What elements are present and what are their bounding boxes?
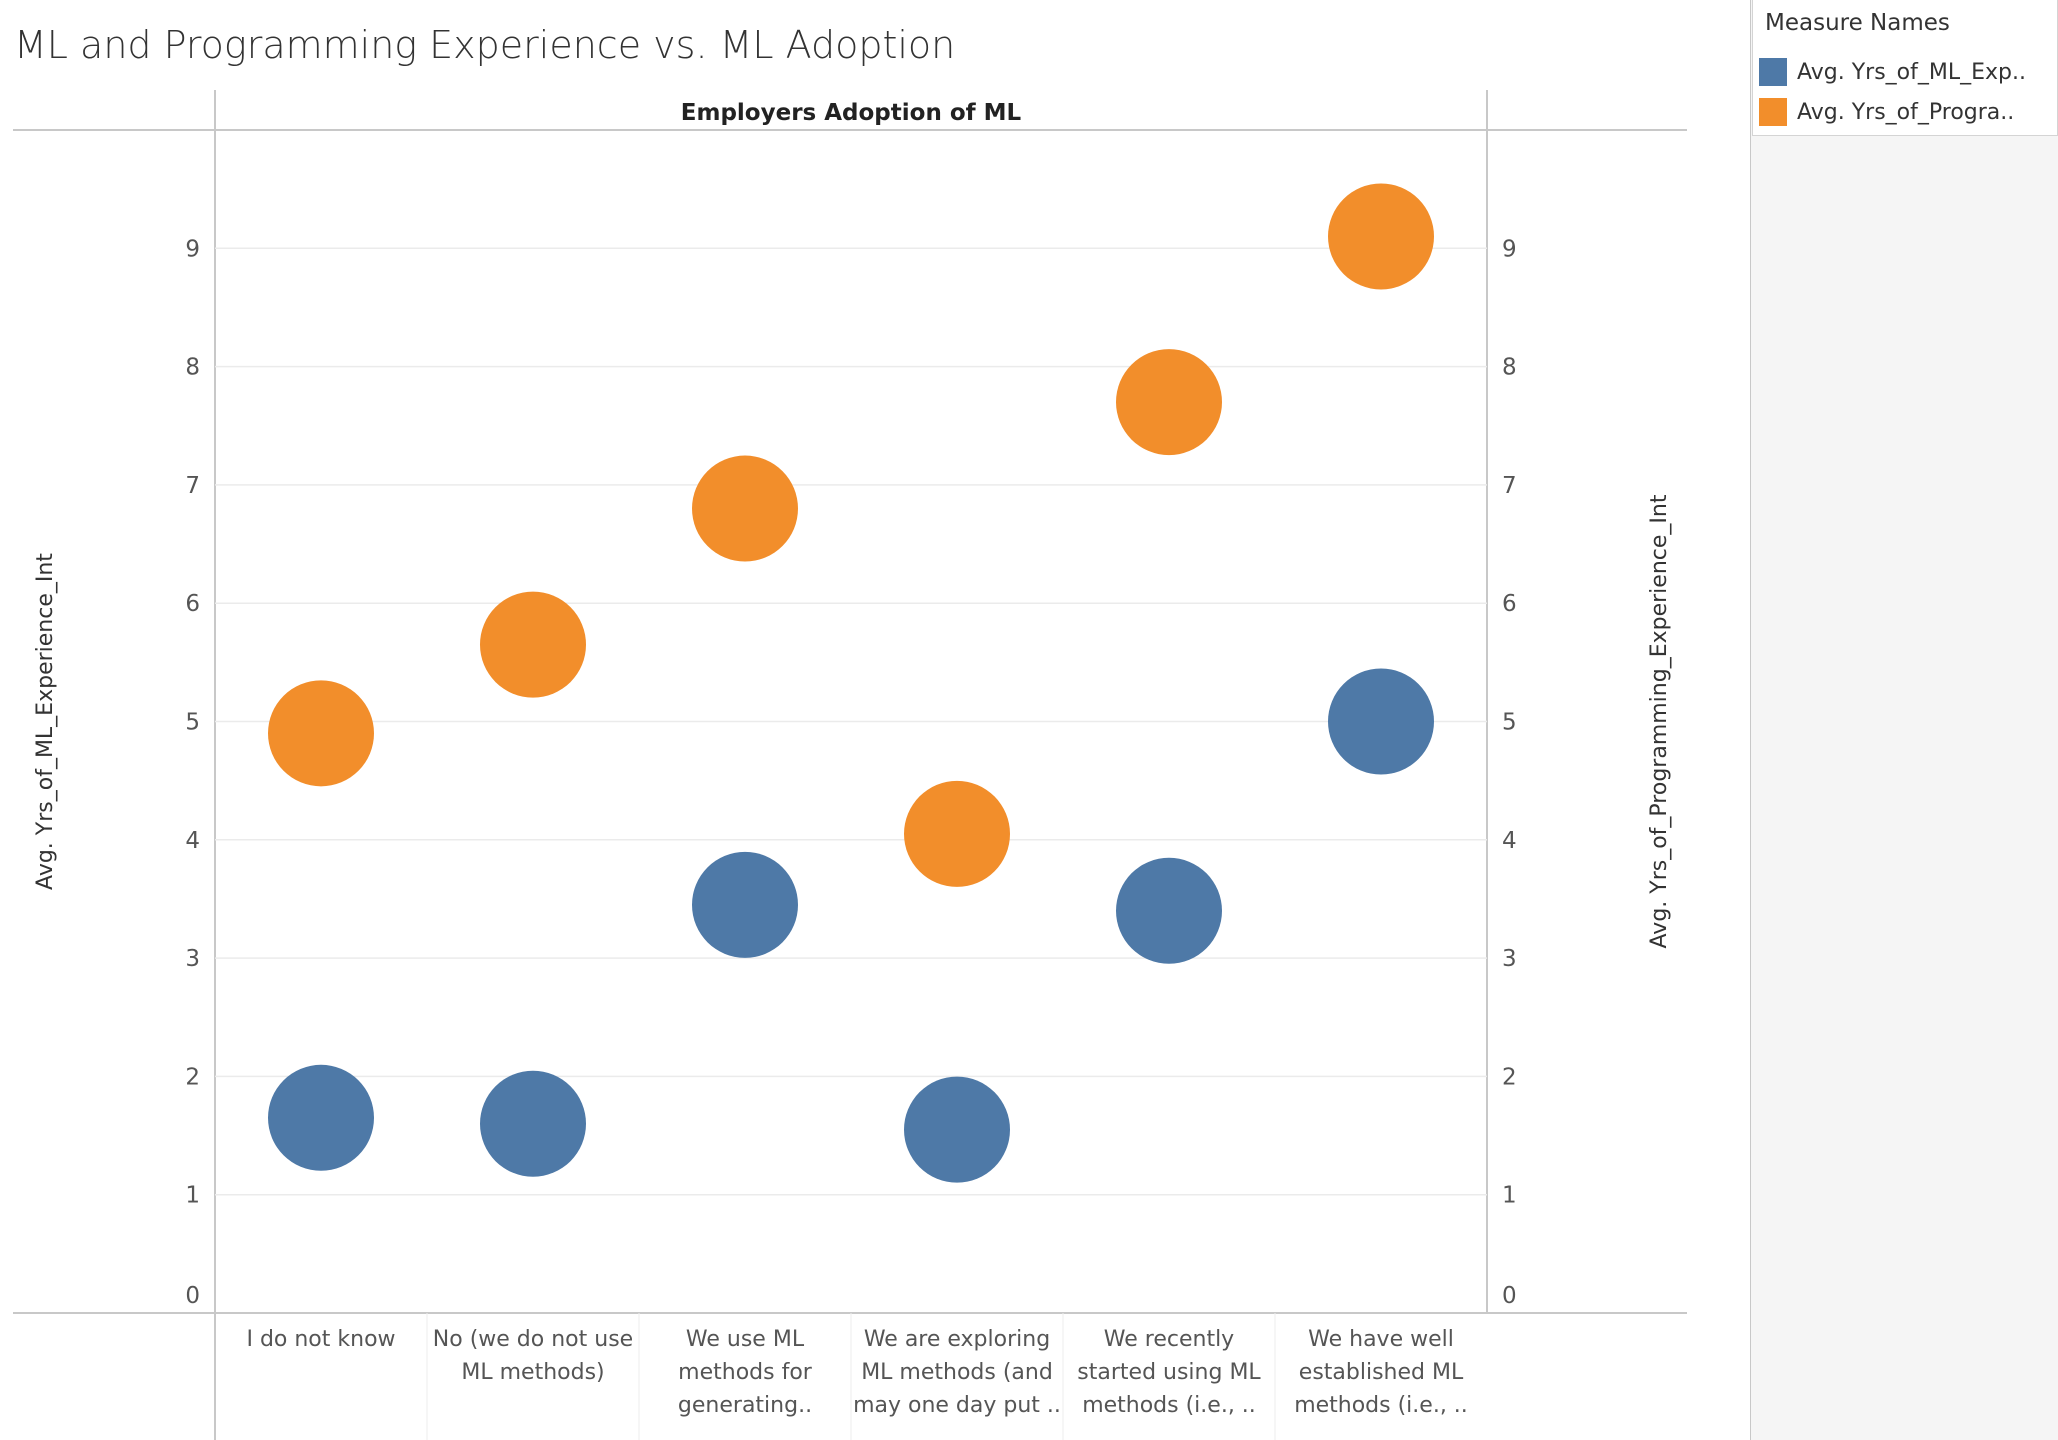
y-tick-right: 2 <box>1502 1064 1517 1090</box>
gridlines <box>215 247 1487 1196</box>
ml-experience-point[interactable] <box>1328 668 1434 775</box>
x-category-label: We use ML methods for generating.. <box>678 1327 813 1418</box>
y-tick-left: 7 <box>185 473 200 499</box>
y-tick-left: 4 <box>185 828 200 854</box>
y-tick-left: 0 <box>185 1283 200 1309</box>
y-tick-left: 5 <box>185 710 200 736</box>
y-tick-left: 2 <box>185 1064 200 1090</box>
y-tick-right: 3 <box>1502 946 1517 972</box>
chart-frame <box>13 90 1687 1440</box>
programming-experience-point[interactable] <box>692 455 798 562</box>
y-tick-left: 1 <box>185 1183 200 1209</box>
programming-experience-point[interactable] <box>268 680 374 787</box>
programming-experience-point[interactable] <box>1328 183 1434 290</box>
ml-experience-point[interactable] <box>692 851 798 958</box>
programming-experience-point[interactable] <box>904 780 1010 887</box>
x-category-label: We have well established ML methods (i.e.,… <box>1294 1327 1468 1418</box>
legend-swatch-ml <box>1759 58 1787 86</box>
legend-title: Measure Names <box>1765 10 1950 36</box>
programming-experience-point[interactable] <box>1116 349 1222 456</box>
y-tick-left: 6 <box>185 591 200 617</box>
right-axis-ticks: 0 1 2 3 4 5 6 7 8 9 <box>1502 236 1517 1309</box>
ml-experience-point[interactable] <box>268 1064 374 1171</box>
x-category-label: No (we do not use ML methods) <box>433 1327 633 1385</box>
y-tick-right: 4 <box>1502 828 1517 854</box>
y-tick-left: 3 <box>185 946 200 972</box>
y-tick-right: 9 <box>1502 236 1517 262</box>
legend: Measure Names Avg. Yrs_of_ML_Exp.. Avg. … <box>1752 0 2058 136</box>
column-header: Employers Adoption of ML <box>681 100 1022 126</box>
legend-item-programming-experience[interactable]: Avg. Yrs_of_Progra.. <box>1759 96 2014 128</box>
y-tick-right: 7 <box>1502 473 1517 499</box>
category-labels: I do not know No (we do not use ML methods… <box>246 1327 1467 1418</box>
y-tick-left: 9 <box>185 236 200 262</box>
x-category-label: We are exploring ML methods (and may one d… <box>853 1327 1061 1418</box>
y-tick-right: 8 <box>1502 355 1517 381</box>
chart-title: ML and Programming Experience vs. ML Ado… <box>14 23 955 67</box>
y-axis-label-right: Avg. Yrs_of_Programming_Experience_Int <box>1647 494 1672 948</box>
programming-experience-point[interactable] <box>480 591 586 698</box>
legend-swatch-programming <box>1759 98 1787 126</box>
y-tick-right: 1 <box>1502 1183 1517 1209</box>
y-tick-right: 6 <box>1502 591 1517 617</box>
legend-panel <box>1750 0 2058 1440</box>
scatter-marks <box>268 183 1434 1183</box>
y-tick-right: 5 <box>1502 710 1517 736</box>
left-axis-ticks: 0 1 2 3 4 5 6 7 8 9 <box>185 236 200 1309</box>
x-category-label: I do not know <box>246 1327 395 1352</box>
y-tick-left: 8 <box>185 355 200 381</box>
ml-experience-point[interactable] <box>1116 857 1222 964</box>
legend-label-programming: Avg. Yrs_of_Progra.. <box>1797 99 2015 125</box>
legend-label-ml: Avg. Yrs_of_ML_Exp.. <box>1797 59 2026 85</box>
y-axis-label-left: Avg. Yrs_of_ML_Experience_Int <box>33 553 58 890</box>
x-category-label: We recently started using ML methods (i.e.… <box>1077 1327 1261 1418</box>
ml-experience-point[interactable] <box>480 1070 586 1177</box>
ml-experience-point[interactable] <box>904 1076 1010 1183</box>
legend-item-ml-experience[interactable]: Avg. Yrs_of_ML_Exp.. <box>1759 56 2026 88</box>
y-tick-right: 0 <box>1502 1283 1517 1309</box>
